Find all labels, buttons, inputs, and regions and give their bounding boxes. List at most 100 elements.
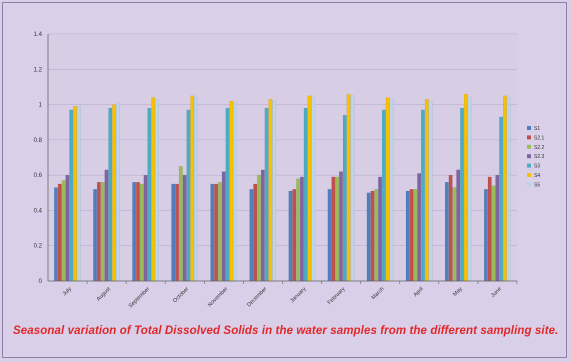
y-tick-label: 0	[39, 279, 43, 285]
x-category-labels: July August September October November Decemb…	[62, 286, 503, 310]
bar	[73, 106, 77, 282]
x-category-label: October	[172, 286, 190, 304]
bar	[339, 171, 343, 282]
x-category-label: August	[96, 286, 113, 303]
bar	[299, 176, 304, 282]
chart: 0 0.2 0.4 0.6 0.8 1 1.2 1.4 July August September…	[34, 32, 545, 310]
bar	[194, 97, 198, 282]
bar	[253, 183, 258, 282]
bar	[54, 187, 58, 282]
bar	[456, 169, 461, 282]
bar	[288, 190, 293, 282]
legend-label: S2.3	[534, 154, 545, 160]
bar	[448, 174, 453, 282]
bar	[108, 107, 113, 282]
bar	[218, 182, 222, 282]
chart-frame: 0 0.2 0.4 0.6 0.8 1 1.2 1.4 July August September…	[2, 2, 567, 358]
legend-swatch	[527, 126, 531, 130]
x-category-label: June	[490, 286, 503, 299]
legend-label: S5	[534, 182, 540, 188]
bar	[257, 174, 261, 282]
bars	[54, 93, 511, 282]
legend-swatch	[527, 144, 531, 149]
bar	[136, 182, 140, 282]
legend-label: S1	[534, 126, 540, 132]
legend-label: S2.2	[534, 145, 545, 151]
x-category-label: May	[452, 286, 464, 298]
bar	[385, 97, 390, 282]
bar	[171, 183, 176, 282]
bar	[221, 171, 226, 282]
bar	[76, 106, 81, 282]
bar	[112, 104, 116, 282]
bar	[487, 176, 492, 282]
bar	[409, 189, 414, 282]
bar	[428, 100, 433, 282]
legend: S1 S2.1 S2.2 S2.3 S3 S4 S5	[527, 126, 545, 188]
bar	[327, 189, 332, 282]
bar	[503, 95, 507, 282]
bar	[65, 174, 70, 282]
bar	[292, 189, 297, 282]
bar	[104, 169, 109, 282]
bar	[139, 183, 144, 282]
bar	[331, 176, 336, 282]
x-category-label: April	[413, 286, 425, 298]
bar	[413, 189, 418, 282]
y-tick-label: 0.6	[34, 173, 43, 179]
bar	[229, 100, 234, 282]
bar	[378, 176, 382, 282]
bar	[69, 109, 74, 282]
y-tick-label: 1.2	[34, 67, 43, 73]
bar	[366, 192, 371, 282]
bar	[260, 169, 265, 282]
bar	[389, 99, 394, 282]
bar	[460, 107, 464, 282]
legend-swatch	[527, 135, 531, 140]
y-tick-label: 0.8	[34, 138, 43, 144]
bar	[115, 102, 120, 282]
bar	[268, 99, 273, 282]
bar	[93, 189, 97, 282]
y-tick-labels: 0 0.2 0.4 0.6 0.8 1 1.2 1.4	[34, 32, 43, 285]
bar	[311, 97, 316, 282]
plot-background	[48, 34, 517, 281]
bar	[417, 173, 422, 282]
bar	[307, 95, 312, 282]
bar	[178, 166, 183, 282]
bar	[491, 185, 496, 282]
bar	[303, 107, 308, 282]
bar	[190, 95, 195, 282]
plot-area	[48, 34, 517, 281]
bar	[182, 174, 187, 282]
bar	[444, 182, 449, 282]
bar	[335, 176, 340, 282]
bar	[463, 93, 468, 282]
bar	[214, 183, 219, 282]
bar	[186, 109, 191, 282]
bar	[57, 183, 62, 282]
x-category-label: December	[246, 286, 268, 308]
x-category-label: July	[62, 286, 73, 297]
y-tick-label: 0.2	[34, 244, 43, 250]
legend-swatch	[527, 173, 531, 177]
legend-swatch	[527, 182, 531, 187]
x-category-label: January	[289, 286, 307, 304]
bar	[421, 109, 425, 282]
bar	[143, 174, 148, 282]
figure-caption: Seasonal variation of Total Dissolved So…	[13, 325, 559, 337]
legend-swatch	[527, 163, 531, 168]
bar	[100, 182, 105, 282]
bar	[225, 107, 230, 282]
bar	[61, 180, 66, 282]
bar	[370, 190, 375, 282]
legend-label: S2.1	[534, 135, 545, 141]
legend-swatch	[527, 154, 531, 159]
x-category-label: September	[128, 286, 151, 309]
bar	[175, 183, 179, 282]
bar	[495, 174, 500, 282]
bar	[296, 178, 300, 282]
legend-label: S3	[534, 164, 540, 170]
x-category-label: March	[371, 286, 386, 301]
bar	[506, 97, 511, 282]
